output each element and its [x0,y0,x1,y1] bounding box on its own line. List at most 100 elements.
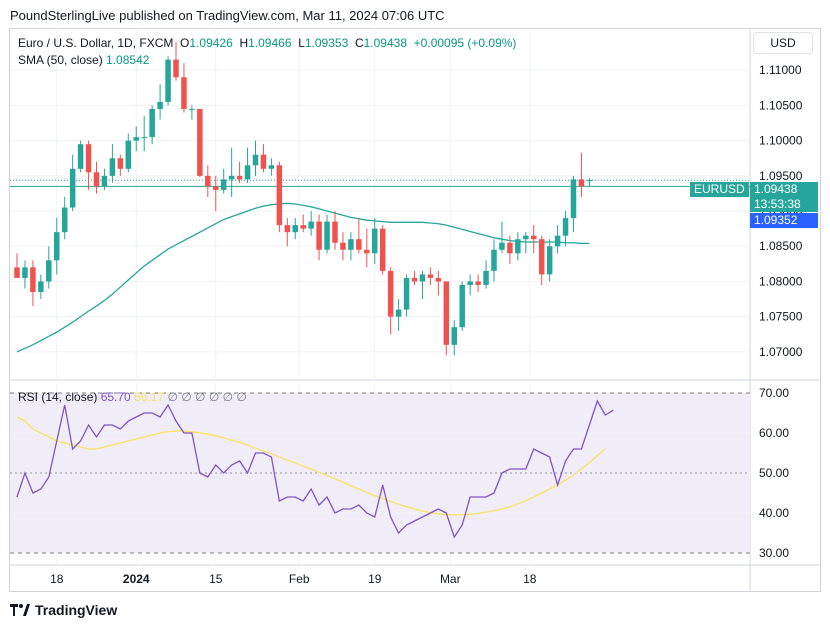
candle [133,126,139,152]
candle [85,140,92,190]
rsi-ma-value: 56.17 [134,390,165,404]
candle-body [554,235,561,247]
candle [491,239,497,282]
candle [507,235,513,264]
high-label: H [239,36,249,50]
candle-body [284,225,291,233]
candle-body [244,165,251,180]
candle [284,218,291,247]
candle-body [523,235,529,240]
sma-value: 1.08542 [106,53,150,67]
candle-body [141,137,147,139]
rsi-label[interactable]: RSI (14, close) [18,390,98,404]
ohlc-legend: Euro / U.S. Dollar, 1D, FXCM O1.09426 H1… [18,36,516,50]
candle-body [364,249,370,254]
candle [308,211,314,236]
candle-body [46,260,52,282]
candle-body [538,239,545,275]
candle-body [101,175,108,187]
candle-body [276,165,283,226]
candle [236,161,243,183]
candle [340,232,346,261]
candle-body [189,108,195,110]
candle-body [586,180,593,182]
candle [395,299,402,331]
candle-body [308,221,314,229]
candle-body [85,144,92,173]
candle [531,225,537,254]
rsi-value: 65.70 [100,390,131,404]
rsi-tick-label: 40.00 [759,506,789,520]
candle-body [93,172,100,187]
candle [189,105,195,120]
price-tick-label: 1.08500 [759,239,803,253]
candle [69,154,76,212]
candle [332,211,338,250]
candle [324,214,330,254]
candle-body [300,225,306,229]
candle [117,154,124,176]
candle-body [491,249,497,271]
candle [459,281,465,331]
candle-body [213,186,219,190]
candle [109,144,116,183]
close-label: C [354,36,364,50]
candle-body [181,77,187,109]
candle-body [197,108,203,176]
candle-body [165,59,171,102]
candle-body [531,235,537,240]
rsi-tick-label: 70.00 [759,386,789,400]
rsi-ma-line [16,416,606,516]
high-value: 1.09466 [248,36,292,50]
candle [173,42,179,81]
candle [54,218,60,275]
candle [22,260,28,289]
candle [14,253,20,278]
footer: TradingView [10,602,117,618]
candle [372,218,378,264]
candle [348,232,354,261]
symbol-name[interactable]: Euro / U.S. Dollar, 1D, FXCM [18,36,174,50]
candle-body [507,242,513,254]
candle [260,144,267,173]
candle-body [173,59,179,78]
candle-body [54,232,60,261]
candle [419,270,426,300]
candle [523,232,529,254]
sma-legend: SMA (50, close) 1.08542 [18,53,149,67]
candle-body [475,281,481,285]
candle [515,232,521,261]
sma-label[interactable]: SMA (50, close) [18,53,103,67]
candle [292,218,298,240]
price-tick-label: 1.10500 [759,98,803,112]
open-label: O [180,36,190,50]
time-tick-label: 19 [368,572,382,586]
price-tick-label: 1.10000 [759,134,803,148]
low-value: 1.09353 [304,36,349,50]
candle-body [499,242,505,250]
price-tick-label: 1.07000 [759,345,803,359]
candle [205,165,211,197]
candle [467,274,473,296]
price-tick-label: 1.07500 [759,310,803,324]
candle [475,274,481,292]
candle-body [340,242,346,250]
candle [570,175,577,233]
candle [387,267,394,335]
candle [316,214,322,261]
brand-name[interactable]: TradingView [35,602,118,618]
candle [554,225,561,254]
candle-body [443,281,450,345]
candle [197,108,203,178]
candle [451,320,457,356]
candle [61,196,68,240]
candle-body [467,281,473,285]
currency-selector[interactable]: USD [753,32,813,54]
rsi-tick-label: 30.00 [759,546,789,560]
candle [46,246,52,289]
candle-body [133,137,139,141]
candle-body [419,274,426,282]
candle-body [356,239,362,250]
candle [213,175,219,212]
